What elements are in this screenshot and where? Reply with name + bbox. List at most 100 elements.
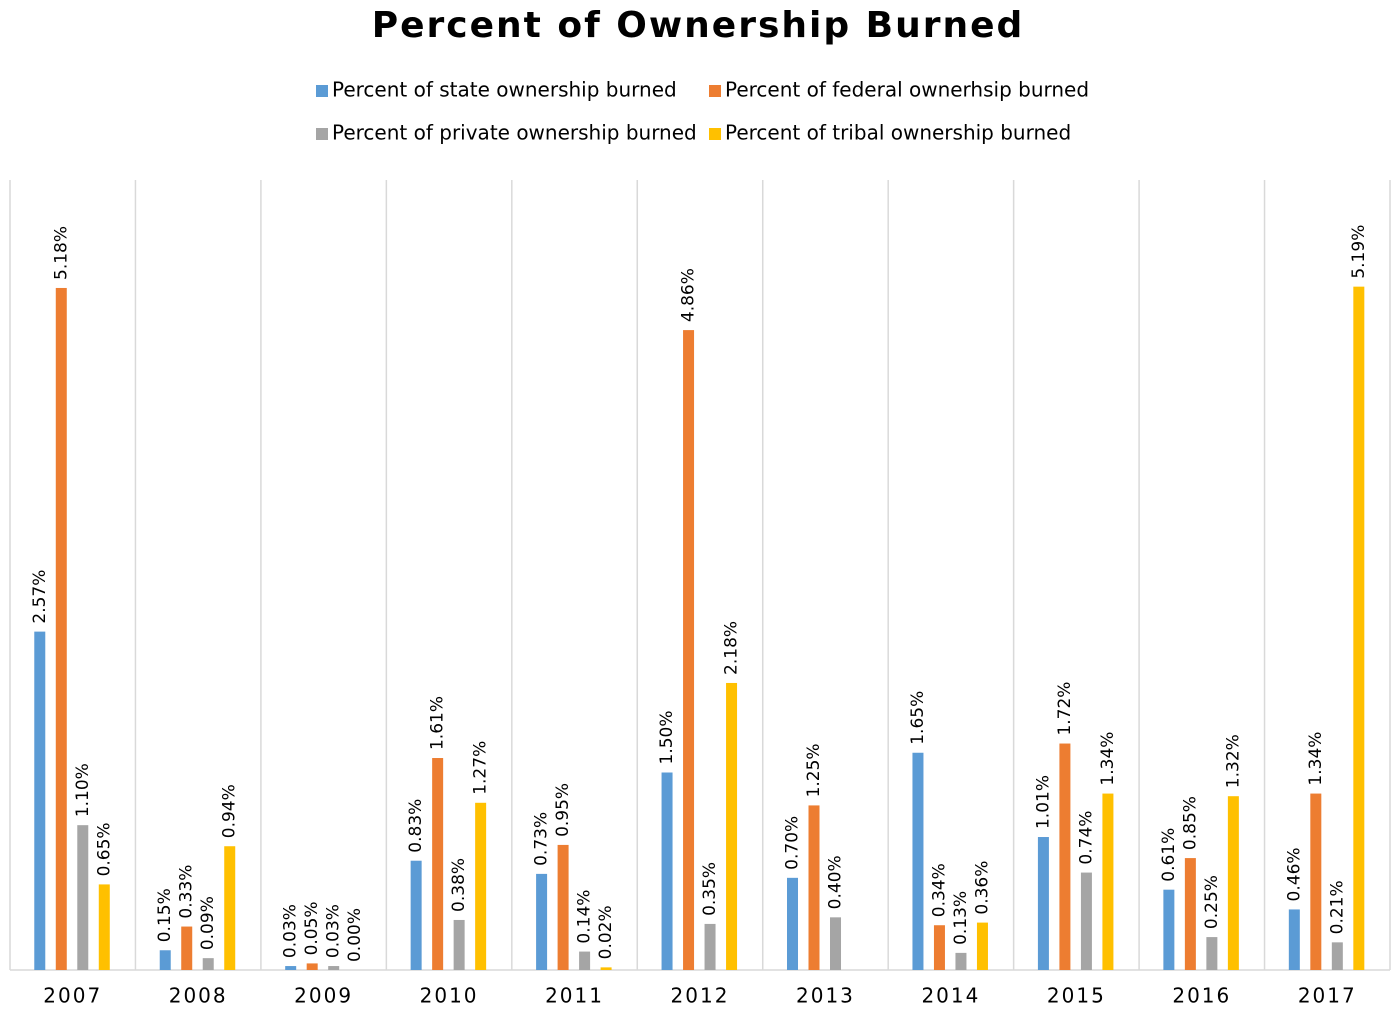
bar [306,963,318,970]
data-label: 1.65% [908,691,928,745]
legend-label: Percent of private ownership burned [332,121,697,145]
bar [704,923,716,970]
x-tick-label: 2016 [1172,984,1231,1008]
legend-swatch [709,85,721,97]
bar [536,873,548,970]
data-label: 1.50% [657,710,677,764]
bar [1184,858,1196,970]
bar [77,825,89,970]
bar [328,966,340,970]
bar [1059,743,1071,970]
legend-label: Percent of tribal ownership burned [725,121,1071,145]
data-label: 0.02% [596,905,616,959]
x-tick-label: 2007 [43,984,102,1008]
bar [1331,942,1343,970]
data-label: 2.57% [30,570,50,624]
data-label: 0.03% [324,904,344,958]
bar [224,846,236,970]
data-label: 1.32% [1223,734,1243,788]
data-label: 1.61% [428,696,448,750]
bar [830,917,842,970]
data-label: 0.74% [1076,811,1096,865]
bar [202,958,214,970]
x-tick-label: 2011 [545,984,604,1008]
data-label: 0.13% [951,891,971,945]
data-label: 1.34% [1306,732,1326,786]
data-label: 0.95% [553,783,573,837]
bar [453,919,465,970]
data-label: 0.25% [1202,875,1222,929]
bar [955,952,967,970]
x-tick-label: 2009 [294,984,353,1008]
bar [55,287,67,970]
bar [34,631,46,970]
bar [285,966,297,970]
legend-swatch [316,128,328,140]
bar [1353,286,1365,970]
data-label: 0.33% [177,865,197,919]
legend-swatch [316,85,328,97]
data-label: 4.86% [679,268,699,322]
data-label: 0.14% [575,890,595,944]
data-label: 1.25% [804,743,824,797]
x-tick-label: 2013 [796,984,855,1008]
bar [661,772,673,970]
legend-label: Percent of state ownership burned [332,78,677,102]
data-label: 0.85% [1180,796,1200,850]
bar [1037,837,1049,970]
data-label: 1.27% [471,741,491,795]
data-label: 0.00% [345,908,365,962]
chart-title: Percent of Ownership Burned [372,5,1025,46]
data-label: 1.01% [1033,775,1053,829]
data-label: 0.70% [783,816,803,870]
legend-label: Percent of federal ownerhsip burned [725,78,1089,102]
bar [600,967,612,970]
data-label: 0.73% [532,812,552,866]
data-label: 0.03% [281,904,301,958]
legend-swatch [709,128,721,140]
bar [410,860,422,970]
bar [787,877,799,970]
data-label: 0.36% [972,861,992,915]
bar [181,926,193,970]
x-tick-label: 2017 [1298,984,1357,1008]
bar [475,802,487,970]
x-tick-label: 2010 [420,984,479,1008]
bar [1102,793,1114,970]
data-label: 0.46% [1284,847,1304,901]
bar [683,330,695,971]
x-tick-label: 2008 [169,984,228,1008]
data-label: 1.10% [73,763,93,817]
data-label: 5.18% [51,226,71,280]
data-label: 0.09% [198,896,218,950]
bar [912,752,924,970]
data-label: 0.15% [155,888,175,942]
data-label: 0.21% [1327,880,1347,934]
data-label: 2.18% [722,621,742,675]
data-label: 0.94% [220,784,240,838]
bar [1310,793,1322,970]
bar [726,682,738,970]
data-label: 0.38% [449,858,469,912]
bar [579,951,591,970]
data-label: 0.34% [929,863,949,917]
bar [1163,889,1175,970]
x-tick-label: 2012 [671,984,730,1008]
data-label: 0.61% [1159,828,1179,882]
bar [1206,937,1218,970]
data-label: 1.72% [1055,682,1075,736]
x-tick-label: 2014 [921,984,980,1008]
data-label: 1.34% [1098,732,1118,786]
bar [933,925,945,970]
bar [1080,872,1092,970]
data-label: 0.05% [302,901,322,955]
bar [557,844,569,970]
bar [98,884,110,970]
bar [808,805,820,970]
bar [159,950,171,970]
data-label: 0.35% [700,862,720,916]
x-tick-label: 2015 [1047,984,1106,1008]
data-label: 0.83% [406,799,426,853]
bar [1227,796,1239,970]
